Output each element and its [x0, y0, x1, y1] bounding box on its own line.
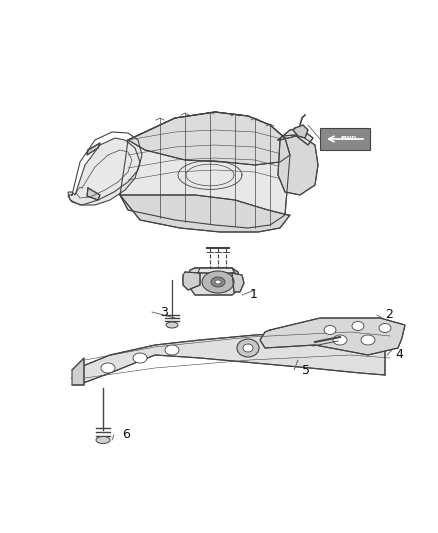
Ellipse shape [324, 326, 336, 335]
Polygon shape [120, 112, 290, 228]
Text: 4: 4 [395, 349, 403, 361]
Ellipse shape [352, 321, 364, 330]
Polygon shape [87, 188, 100, 200]
Polygon shape [120, 195, 290, 232]
Text: 3: 3 [160, 305, 168, 319]
Ellipse shape [96, 437, 110, 443]
Polygon shape [320, 128, 370, 150]
Ellipse shape [243, 344, 253, 352]
Polygon shape [188, 268, 240, 295]
Polygon shape [232, 273, 244, 292]
Polygon shape [278, 128, 313, 145]
Polygon shape [260, 318, 405, 355]
Ellipse shape [166, 322, 178, 328]
Text: 6: 6 [122, 429, 130, 441]
Text: 1: 1 [250, 288, 258, 302]
Ellipse shape [361, 335, 375, 345]
Polygon shape [72, 358, 84, 385]
Polygon shape [183, 272, 200, 290]
Ellipse shape [133, 353, 147, 363]
Polygon shape [87, 143, 100, 155]
Polygon shape [278, 135, 318, 195]
Polygon shape [68, 138, 140, 205]
Ellipse shape [379, 324, 391, 333]
Polygon shape [128, 112, 290, 165]
Ellipse shape [333, 335, 347, 345]
Polygon shape [293, 125, 308, 138]
Ellipse shape [211, 277, 225, 287]
Ellipse shape [165, 345, 179, 355]
Text: FWD: FWD [341, 136, 357, 141]
Polygon shape [198, 268, 235, 273]
Ellipse shape [237, 339, 259, 357]
Ellipse shape [215, 280, 221, 284]
Text: 2: 2 [385, 309, 393, 321]
Text: 5: 5 [302, 364, 310, 376]
Ellipse shape [202, 271, 234, 293]
Ellipse shape [101, 363, 115, 373]
Polygon shape [72, 330, 395, 385]
